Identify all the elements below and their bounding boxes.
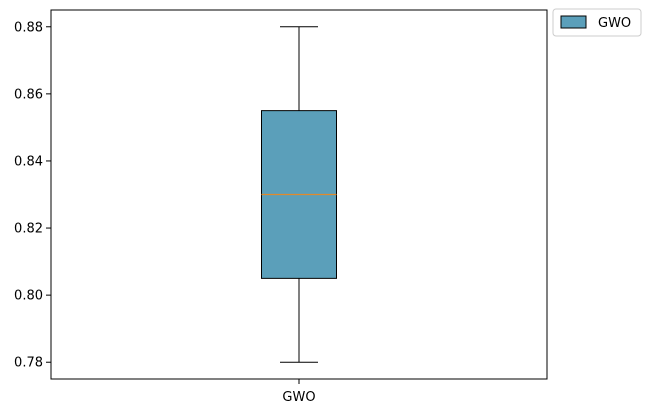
- y-tick-label: 0.84: [14, 154, 43, 169]
- legend-swatch-gwo: [560, 15, 587, 29]
- y-tick-label: 0.88: [14, 20, 43, 35]
- y-tick-label: 0.78: [14, 356, 43, 371]
- legend: GWO: [552, 8, 642, 37]
- y-tick-label: 0.86: [14, 87, 43, 102]
- plot-frame: [50, 9, 548, 380]
- x-tick-label: GWO: [282, 390, 315, 405]
- box-series: [261, 26, 337, 363]
- x-axis: GWO: [282, 379, 316, 405]
- y-tick-label: 0.80: [14, 289, 43, 304]
- y-tick-label: 0.82: [14, 222, 43, 237]
- legend-label-gwo: GWO: [598, 16, 631, 31]
- y-axis: 0.78 0.80 0.82 0.84 0.86 0.88: [14, 20, 51, 371]
